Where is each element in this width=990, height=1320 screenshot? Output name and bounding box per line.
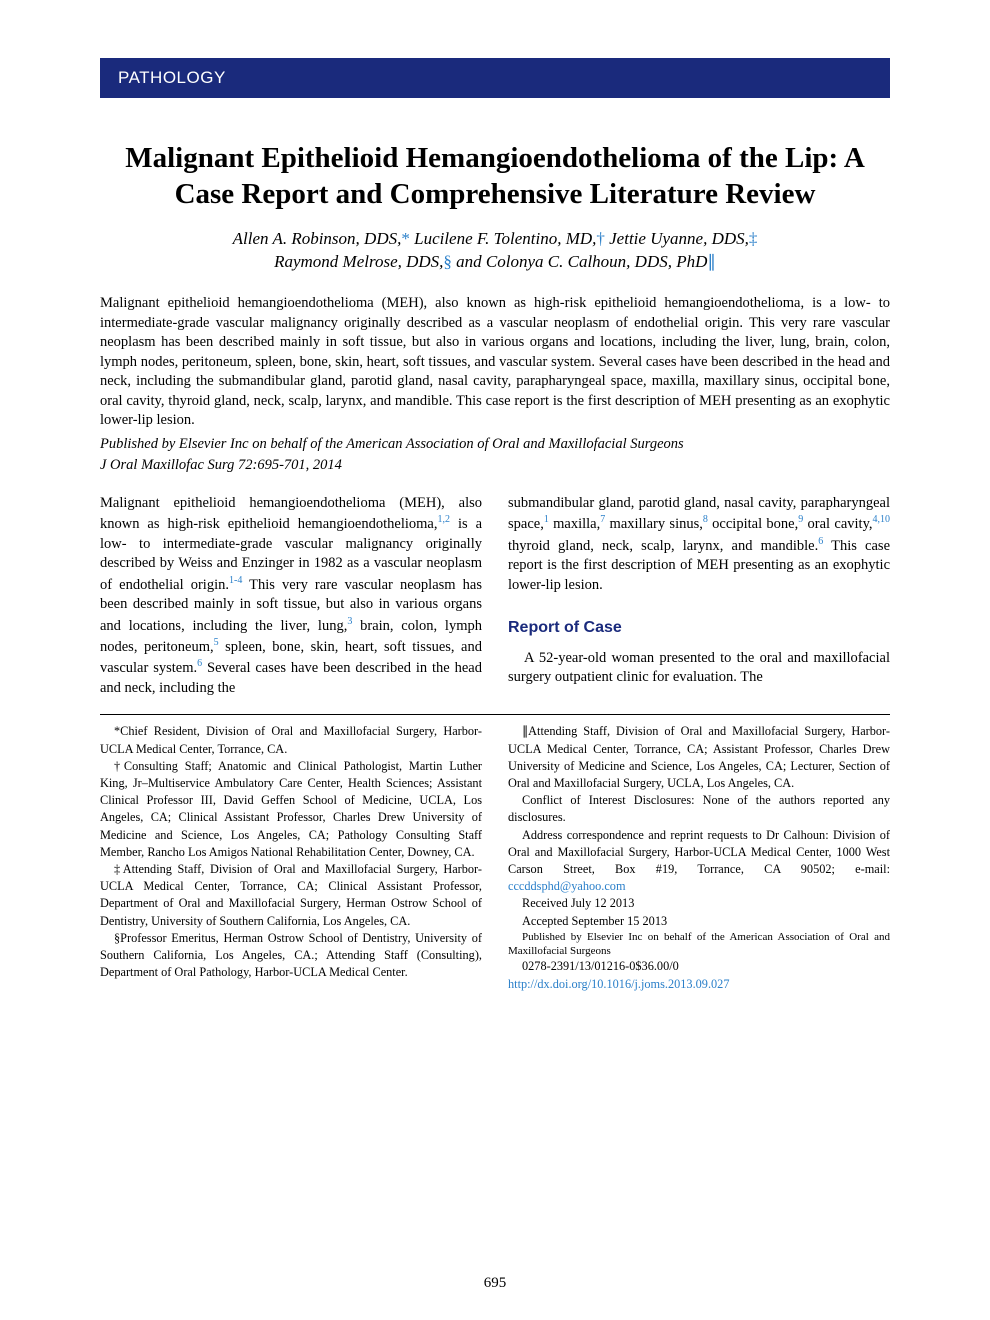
abstract-text: Malignant epithelioid hemangioendothelio… [100,294,890,431]
abstract-citation: J Oral Maxillofac Surg 72:695-701, 2014 [100,457,890,474]
body-text: occipital bone, [708,516,798,532]
correspondence-text: Address correspondence and reprint reque… [508,828,890,876]
section-label: PATHOLOGY [118,68,226,87]
body-text: maxillary sinus, [605,516,703,532]
citation-ref[interactable]: 1,2 [437,514,450,525]
conflict-disclosure: Conflict of Interest Disclosures: None o… [508,792,890,826]
body-column-right: submandibular gland, parotid gland, nasa… [508,494,890,699]
correspondence: Address correspondence and reprint reque… [508,827,890,896]
affil-symbol-1: * [401,229,410,248]
affil-symbol-4: § [443,252,452,271]
correspondence-email[interactable]: cccddsphd@yahoo.com [508,879,626,893]
affiliation-3: ‡Attending Staff, Division of Oral and M… [100,861,482,930]
issn-price: 0278-2391/13/01216-0$36.00/0 [508,958,890,975]
author-3: Jettie Uyanne, DDS, [605,229,749,248]
body-column-left: Malignant epithelioid hemangioendothelio… [100,494,482,699]
affiliation-4: §Professor Emeritus, Herman Ostrow Schoo… [100,930,482,982]
author-4: Raymond Melrose, DDS, [274,252,443,271]
accepted-date: Accepted September 15 2013 [508,913,890,930]
affil-symbol-2: † [596,229,605,248]
publisher-note: Published by Elsevier Inc on behalf of t… [508,930,890,959]
footnotes-left: *Chief Resident, Division of Oral and Ma… [100,723,482,992]
body-text: oral cavity, [803,516,872,532]
body-text: thyroid gland, neck, scalp, larynx, and … [508,537,818,553]
abstract-publisher: Published by Elsevier Inc on behalf of t… [100,435,890,455]
body-text: maxilla, [549,516,600,532]
affil-symbol-5: ∥ [707,252,716,271]
body-columns: Malignant epithelioid hemangioendothelio… [100,494,890,699]
case-paragraph-1: A 52-year-old woman presented to the ora… [508,649,890,688]
author-5: and Colonya C. Calhoun, DDS, PhD [452,252,707,271]
doi-link[interactable]: http://dx.doi.org/10.1016/j.joms.2013.09… [508,976,890,993]
body-text: Malignant epithelioid hemangioendothelio… [100,495,482,532]
received-date: Received July 12 2013 [508,895,890,912]
section-heading-report: Report of Case [508,617,890,639]
affiliation-1: *Chief Resident, Division of Oral and Ma… [100,723,482,757]
article-title: Malignant Epithelioid Hemangioendothelio… [100,140,890,213]
authors-block: Allen A. Robinson, DDS,* Lucilene F. Tol… [100,227,890,275]
footnotes: *Chief Resident, Division of Oral and Ma… [100,714,890,992]
affiliation-5: ∥Attending Staff, Division of Oral and M… [508,723,890,792]
author-1: Allen A. Robinson, DDS, [233,229,402,248]
citation-ref[interactable]: 4,10 [873,514,891,525]
citation-ref[interactable]: 1-4 [229,575,242,586]
section-header: PATHOLOGY [100,58,890,98]
body-paragraph-1: Malignant epithelioid hemangioendothelio… [100,494,482,699]
body-paragraph-1-cont: submandibular gland, parotid gland, nasa… [508,494,890,595]
affil-symbol-3: ‡ [749,229,758,248]
page-number: 695 [0,1275,990,1292]
footnotes-right: ∥Attending Staff, Division of Oral and M… [508,723,890,992]
affiliation-2: †Consulting Staff; Anatomic and Clinical… [100,758,482,861]
author-2: Lucilene F. Tolentino, MD, [410,229,597,248]
